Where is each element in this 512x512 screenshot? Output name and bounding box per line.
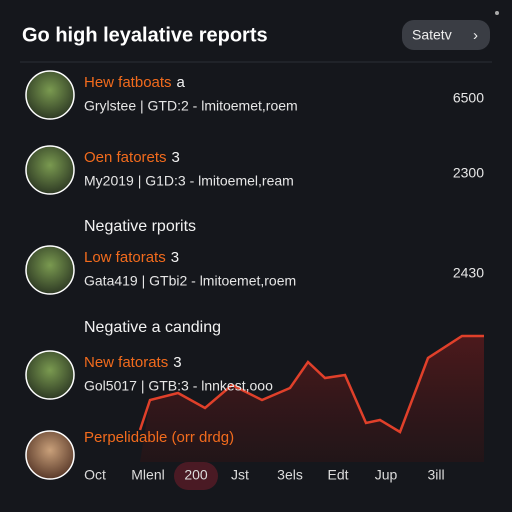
item-name[interactable]: Hew fatboats (84, 74, 172, 91)
timeline-label[interactable]: Jst (231, 467, 249, 483)
avatar[interactable] (25, 245, 75, 295)
item-value: 2300 (453, 165, 484, 181)
item-name[interactable]: Oen fatorets (84, 149, 167, 166)
item-badge: 3 (173, 354, 181, 371)
item-name[interactable]: Low fatorats (84, 249, 166, 266)
timeline-label[interactable]: 3ill (427, 467, 444, 483)
section-title: Negative a canding (84, 319, 221, 336)
item-meta: Gata419 | GTbi2 - lmitoemet,roem (84, 273, 296, 289)
timeline-label[interactable]: Oct (84, 467, 106, 483)
trend-area (140, 336, 484, 462)
item-badge: a (177, 74, 186, 91)
avatar[interactable] (25, 350, 75, 400)
item-meta: My2019 | G1D:3 - lmitoemel,ream (84, 173, 294, 189)
title: Go high leyalative reports (22, 24, 268, 46)
item-value: 2430 (453, 265, 484, 281)
timeline-label[interactable]: 3els (277, 467, 303, 483)
item-meta: Gol5017 | GTB:3 - lnnkest,ooo (84, 378, 273, 394)
avatar[interactable] (25, 430, 75, 480)
timeline-label[interactable]: Edt (327, 467, 348, 483)
item-name[interactable]: New fatorats (84, 354, 168, 371)
timeline-label[interactable]: Mlenl (131, 467, 164, 483)
timeline-label[interactable]: Jup (375, 467, 398, 483)
avatar[interactable] (25, 70, 75, 120)
filter-button[interactable] (402, 20, 490, 50)
chevron[interactable]: › (473, 27, 478, 44)
item-badge: 3 (172, 149, 180, 166)
timeline-label[interactable]: 200 (184, 467, 208, 483)
status-dot (495, 11, 499, 15)
button-label[interactable]: Satetv (412, 27, 452, 43)
section-title: Negative rporits (84, 218, 196, 235)
item-badge: 3 (171, 249, 179, 266)
selected-pill[interactable] (174, 462, 218, 490)
item-value: 6500 (453, 90, 484, 106)
trend-line (138, 334, 484, 434)
item-meta: Grylstee | GTD:2 - lmitoemet,roem (84, 98, 298, 114)
item-name[interactable]: Perpelidable (orr drdg) (84, 429, 234, 446)
avatar[interactable] (25, 145, 75, 195)
